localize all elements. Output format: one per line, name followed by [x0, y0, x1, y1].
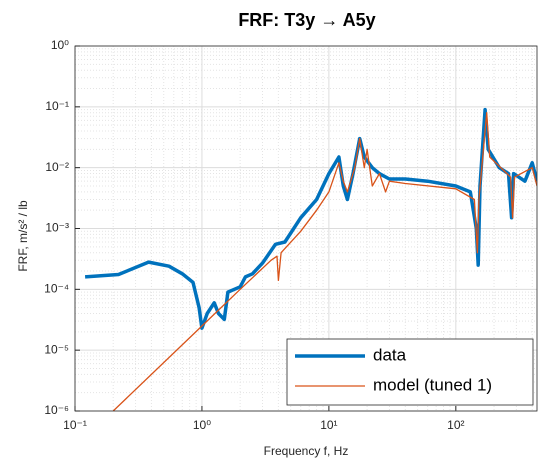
- x-tick-label: 10²: [447, 418, 464, 432]
- legend-label: model (tuned 1): [373, 375, 492, 394]
- chart-title: FRF: T3y → A5y: [238, 10, 375, 30]
- x-tick-label: 10⁰: [193, 418, 211, 432]
- x-axis-label: Frequency f, Hz: [264, 444, 349, 458]
- plot-lines: [84, 107, 537, 411]
- y-tick-label: 10⁻⁴: [44, 282, 69, 296]
- y-tick-label: 10⁻¹: [45, 99, 69, 113]
- y-axis-label: FRF, m/s² / lb: [16, 200, 30, 272]
- y-tick-label: 10⁻³: [45, 221, 69, 235]
- y-tick-label: 10⁻⁵: [44, 342, 69, 356]
- legend-label: data: [373, 345, 407, 364]
- x-tick-label: 10¹: [320, 418, 337, 432]
- x-tick-label: 10⁻¹: [63, 418, 87, 432]
- legend-box: [286, 338, 534, 406]
- y-tick-label: 10⁻⁶: [44, 403, 69, 417]
- y-tick-label: 10⁰: [51, 38, 69, 52]
- axes-box: [74, 45, 538, 412]
- y-tick-label: 10⁻²: [45, 160, 69, 174]
- line: [112, 112, 537, 411]
